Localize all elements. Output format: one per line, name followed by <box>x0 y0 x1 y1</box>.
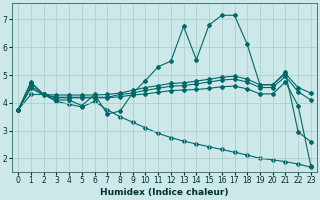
X-axis label: Humidex (Indice chaleur): Humidex (Indice chaleur) <box>100 188 229 197</box>
